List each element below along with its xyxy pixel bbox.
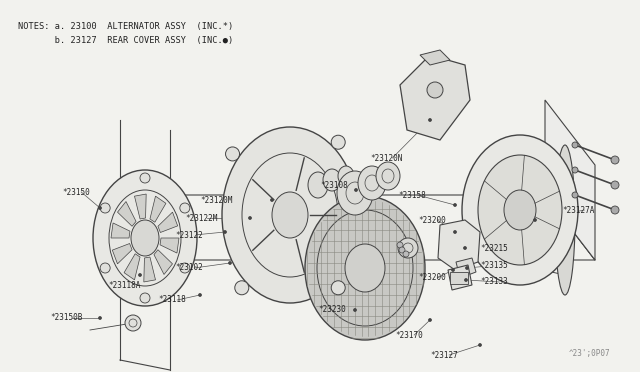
Circle shape (140, 173, 150, 183)
Circle shape (611, 156, 619, 164)
Circle shape (248, 217, 252, 219)
Circle shape (99, 317, 102, 320)
Text: *23170: *23170 (395, 330, 423, 340)
Ellipse shape (93, 170, 197, 306)
Ellipse shape (131, 220, 159, 256)
Circle shape (611, 181, 619, 189)
Circle shape (429, 318, 431, 321)
Circle shape (399, 247, 405, 253)
Bar (450, 272, 468, 284)
Polygon shape (111, 223, 130, 238)
Circle shape (353, 308, 356, 311)
Polygon shape (545, 100, 595, 260)
Circle shape (99, 206, 102, 209)
Circle shape (572, 167, 578, 173)
Text: ^23';0P07: ^23';0P07 (568, 349, 610, 358)
Circle shape (228, 262, 232, 264)
Text: *23122: *23122 (175, 231, 203, 240)
Text: *23127A: *23127A (562, 205, 595, 215)
Circle shape (465, 266, 468, 269)
Circle shape (398, 238, 418, 258)
Circle shape (138, 273, 141, 276)
Polygon shape (124, 254, 140, 280)
Text: NOTES: a. 23100  ALTERNATOR ASSY  (INC.*): NOTES: a. 23100 ALTERNATOR ASSY (INC.*) (18, 22, 233, 31)
Circle shape (534, 218, 536, 221)
Circle shape (271, 199, 273, 202)
Circle shape (332, 281, 345, 295)
Circle shape (454, 231, 456, 234)
Text: *23158: *23158 (398, 190, 426, 199)
Polygon shape (144, 257, 156, 282)
Ellipse shape (272, 192, 308, 238)
Polygon shape (134, 194, 146, 219)
Text: *23200: *23200 (418, 215, 445, 224)
Circle shape (403, 251, 409, 257)
Ellipse shape (338, 166, 354, 186)
Polygon shape (112, 244, 132, 264)
Ellipse shape (462, 135, 578, 285)
Ellipse shape (504, 190, 536, 230)
Circle shape (332, 135, 345, 149)
Circle shape (100, 263, 110, 273)
Polygon shape (448, 265, 472, 290)
Circle shape (198, 294, 202, 296)
Circle shape (225, 147, 239, 161)
Circle shape (479, 343, 481, 346)
Text: *23127: *23127 (430, 350, 458, 359)
Ellipse shape (478, 155, 562, 265)
Circle shape (180, 263, 190, 273)
Circle shape (451, 269, 454, 272)
Polygon shape (118, 202, 136, 226)
Polygon shape (150, 196, 166, 222)
Text: *23150B: *23150B (50, 314, 83, 323)
Text: *23120M: *23120M (200, 196, 232, 205)
Circle shape (235, 281, 249, 295)
Circle shape (427, 82, 443, 98)
Text: *23102: *23102 (175, 263, 203, 273)
Polygon shape (154, 250, 173, 275)
Text: *23120N: *23120N (370, 154, 403, 163)
Circle shape (100, 203, 110, 213)
Text: *23118A: *23118A (108, 280, 140, 289)
Circle shape (454, 203, 456, 206)
Polygon shape (400, 55, 470, 140)
Text: *23150: *23150 (62, 187, 90, 196)
Ellipse shape (222, 127, 358, 303)
Ellipse shape (555, 145, 575, 295)
Text: *23215: *23215 (480, 244, 508, 253)
Text: *23133: *23133 (480, 278, 508, 286)
Circle shape (429, 119, 431, 122)
Circle shape (465, 279, 467, 282)
Polygon shape (160, 238, 179, 253)
Circle shape (223, 231, 227, 234)
Circle shape (463, 247, 467, 250)
Text: *23135: *23135 (480, 260, 508, 269)
Circle shape (125, 315, 141, 331)
Text: *23118: *23118 (158, 295, 186, 305)
Circle shape (140, 293, 150, 303)
Circle shape (611, 206, 619, 214)
Polygon shape (420, 50, 450, 65)
Circle shape (397, 242, 403, 248)
Ellipse shape (376, 162, 400, 190)
Circle shape (572, 142, 578, 148)
Polygon shape (158, 212, 178, 232)
Polygon shape (438, 220, 480, 270)
Text: *23108: *23108 (320, 180, 348, 189)
Polygon shape (456, 258, 476, 278)
Ellipse shape (337, 171, 373, 215)
Text: *23122M: *23122M (185, 214, 218, 222)
Text: *23200: *23200 (418, 273, 445, 282)
Circle shape (572, 192, 578, 198)
Ellipse shape (323, 169, 341, 191)
Circle shape (355, 189, 358, 192)
Text: *23230: *23230 (318, 305, 346, 314)
Ellipse shape (308, 172, 328, 198)
Text: b. 23127  REAR COVER ASSY  (INC.●): b. 23127 REAR COVER ASSY (INC.●) (18, 36, 233, 45)
Circle shape (180, 203, 190, 213)
Ellipse shape (358, 166, 386, 200)
Ellipse shape (345, 244, 385, 292)
Ellipse shape (305, 196, 425, 340)
